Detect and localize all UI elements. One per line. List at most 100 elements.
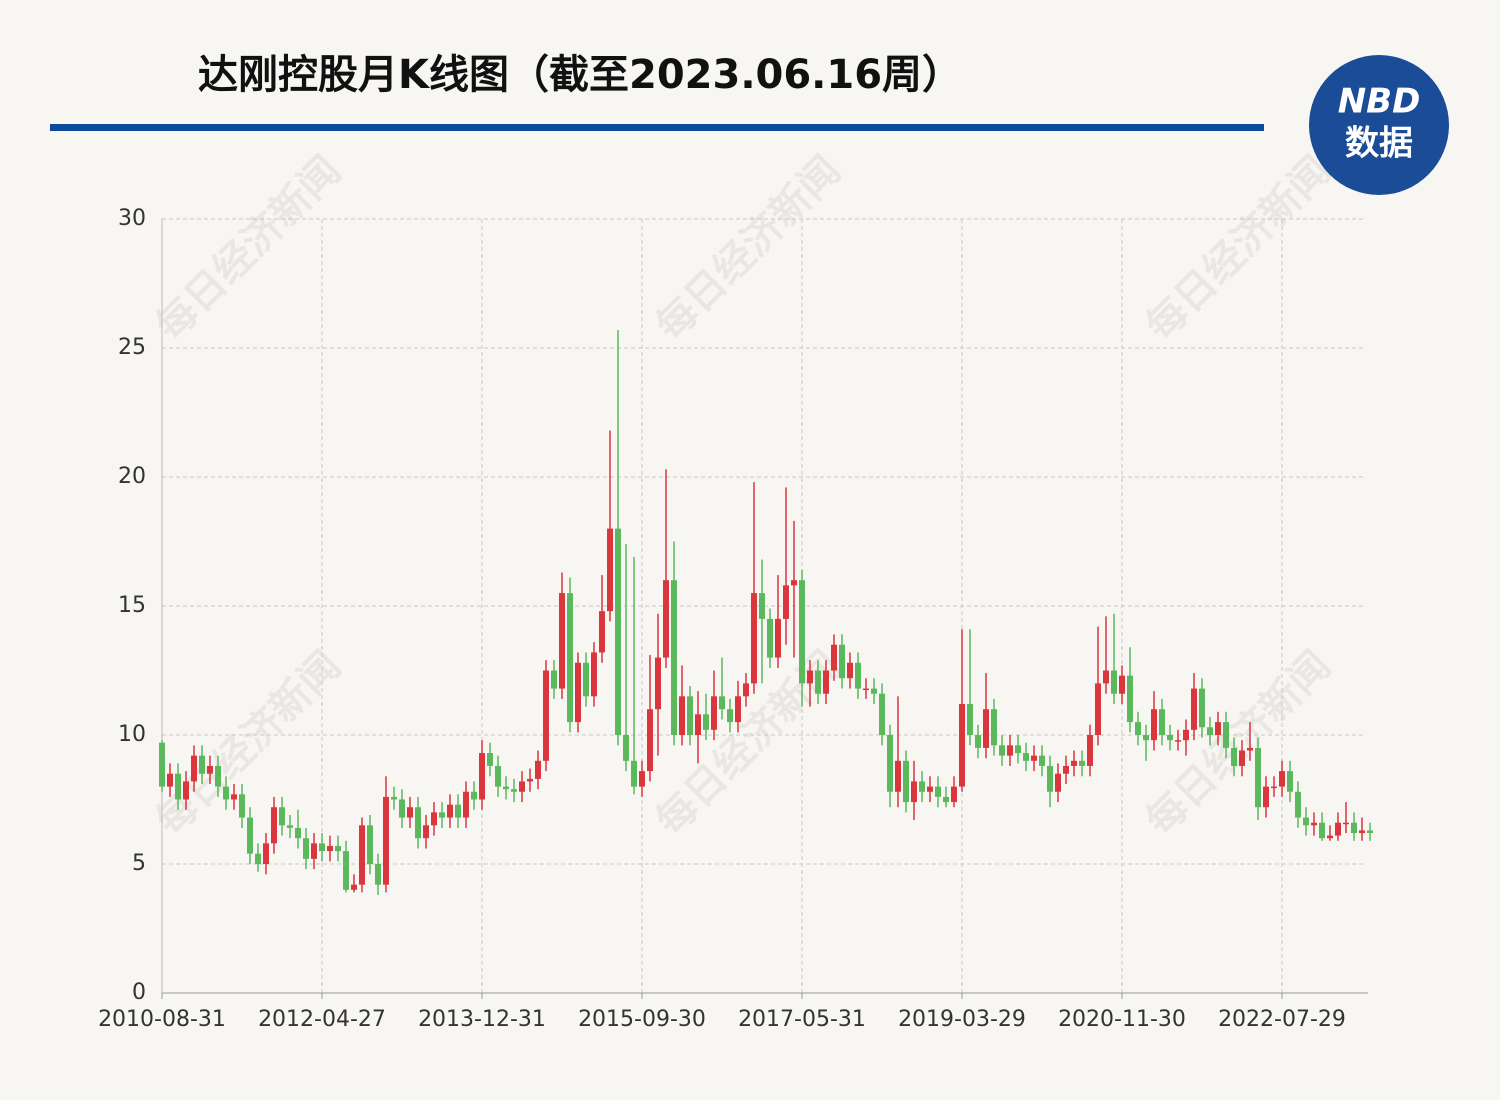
candle-body	[759, 593, 765, 619]
y-tick-label: 10	[118, 722, 146, 747]
candle-body	[239, 794, 245, 818]
candle-body	[1231, 747, 1237, 766]
candle-body	[999, 745, 1005, 756]
candle-body	[975, 735, 981, 748]
candle-body	[391, 796, 397, 800]
candle-body	[695, 714, 701, 735]
candle-body	[359, 825, 365, 885]
candle-body	[335, 845, 341, 852]
candle-body	[1159, 709, 1165, 735]
candle-body	[1167, 735, 1173, 741]
logo-top: NBD	[1338, 82, 1421, 122]
candle-body	[519, 781, 525, 792]
candle-body	[1119, 675, 1125, 694]
candle-body	[1255, 747, 1261, 808]
candle-body	[935, 786, 941, 797]
candle-body	[1263, 786, 1269, 808]
candle-body	[1343, 822, 1349, 825]
candle-body	[511, 789, 517, 792]
candle-body	[1031, 755, 1037, 761]
candle-body	[223, 786, 229, 800]
candle-body	[823, 670, 829, 694]
candle-body	[903, 760, 909, 803]
candle-body	[287, 825, 293, 828]
x-tick-label: 2020-11-30	[1058, 1007, 1186, 1032]
candle-body	[799, 580, 805, 684]
candle-body	[479, 753, 485, 800]
candle-body	[887, 735, 893, 792]
candle-body	[1063, 765, 1069, 774]
candle-body	[815, 670, 821, 694]
candle-body	[1295, 791, 1301, 818]
candle-body	[959, 704, 965, 787]
candle-body	[647, 709, 653, 772]
candle-body	[615, 528, 621, 735]
candle-body	[1319, 822, 1325, 839]
candle-body	[311, 843, 317, 859]
candle-body	[687, 696, 693, 735]
candle-body	[551, 670, 557, 689]
candle-body	[967, 704, 973, 735]
candle-body	[1239, 750, 1245, 766]
chart-title: 达刚控股月K线图（截至2023.06.16周）	[198, 52, 962, 98]
candle-body	[1135, 722, 1141, 735]
candle-body	[527, 778, 533, 782]
candle-body	[599, 611, 605, 653]
candle-body	[663, 580, 669, 658]
candle-body	[775, 618, 781, 658]
candle-body	[183, 781, 189, 800]
candle-body	[487, 753, 493, 766]
candle-body	[343, 851, 349, 890]
candle-body	[679, 696, 685, 735]
candle-body	[807, 670, 813, 684]
candle-body	[375, 864, 381, 885]
x-tick-label: 2017-05-31	[738, 1007, 866, 1032]
candle-body	[423, 825, 429, 839]
candle-body	[607, 528, 613, 612]
title-rule	[50, 124, 1264, 131]
candle-body	[871, 688, 877, 694]
candle-body	[271, 807, 277, 844]
candle-body	[503, 786, 509, 790]
candle-body	[295, 827, 301, 839]
x-tick-label: 2012-04-27	[258, 1007, 386, 1032]
candle-body	[743, 683, 749, 697]
candle-body	[623, 735, 629, 761]
candle-body	[1047, 765, 1053, 792]
candle-body	[783, 585, 789, 619]
candle-body	[591, 652, 597, 697]
candle-body	[1103, 670, 1109, 684]
candle-body	[351, 884, 357, 890]
candle-body	[1335, 822, 1341, 836]
candle-body	[831, 644, 837, 671]
candle-body	[1015, 745, 1021, 754]
candle-body	[1287, 771, 1293, 792]
candle-body	[927, 786, 933, 792]
candle-body	[1183, 729, 1189, 741]
candle-body	[1095, 683, 1101, 735]
candle-body	[463, 791, 469, 818]
y-tick-label: 25	[118, 335, 146, 360]
candle-body	[263, 843, 269, 864]
candle-body	[863, 688, 869, 691]
candle-body	[1247, 747, 1253, 751]
candle-body	[1175, 740, 1181, 742]
candle-body	[367, 825, 373, 864]
candle-body	[535, 760, 541, 779]
candle-body	[1111, 670, 1117, 694]
candle-body	[199, 755, 205, 774]
candle-body	[943, 796, 949, 803]
candle-body	[1151, 709, 1157, 741]
candle-body	[1359, 830, 1365, 834]
candle-body	[1271, 786, 1277, 789]
candle-body	[711, 696, 717, 730]
candle-body	[567, 593, 573, 723]
candle-body	[431, 812, 437, 826]
candle-body	[855, 662, 861, 689]
candle-body	[951, 786, 957, 803]
candle-body	[319, 843, 325, 852]
candle-body	[575, 662, 581, 723]
candle-body	[751, 593, 757, 684]
